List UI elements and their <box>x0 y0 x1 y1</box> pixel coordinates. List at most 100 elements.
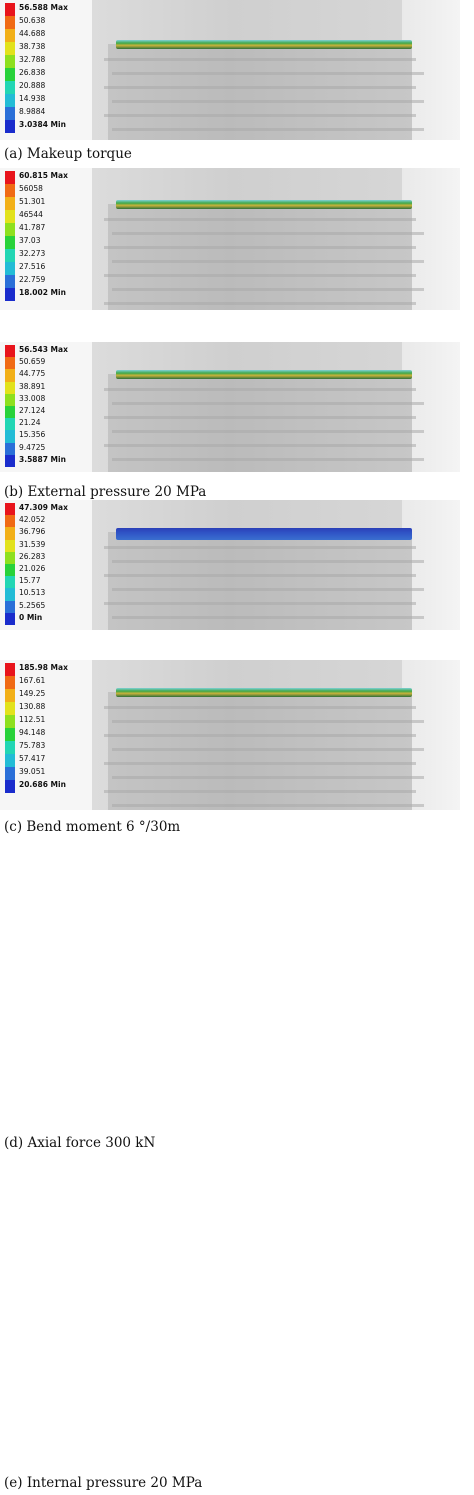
legend-swatch <box>5 741 15 754</box>
legend-swatch <box>5 29 15 42</box>
legend-value: 60.815 Max <box>19 171 68 180</box>
legend-value: 0 Min <box>19 612 43 622</box>
legend-entry: 22.759 <box>3 275 113 288</box>
legend-value: 15.77 <box>19 576 41 586</box>
legend-entry: 15.356 <box>3 430 113 443</box>
panel-caption: (e) Internal pressure 20 MPa <box>4 1475 203 1491</box>
legend-value: 27.516 <box>19 262 46 271</box>
legend-value: 3.0384 Min <box>19 120 66 129</box>
legend-entry: 130.88 <box>3 702 113 715</box>
legend-swatch <box>5 236 15 249</box>
legend-swatch <box>5 588 15 601</box>
legend-swatch <box>5 345 15 358</box>
legend-value: 185.98 Max <box>19 663 68 672</box>
legend-value: 56058 <box>19 184 43 193</box>
legend-swatch <box>5 171 15 184</box>
legend-value: 18.002 Min <box>19 288 66 297</box>
legend-swatch <box>5 754 15 767</box>
legend-value: 50.659 <box>19 357 46 367</box>
legend-entry: 9.4725 <box>3 442 113 455</box>
legend-value: 149.25 <box>19 689 46 698</box>
legend-entry: 185.98 Max <box>3 663 113 676</box>
legend-swatch <box>5 369 15 382</box>
stress-contour-image: 185.98 Max 167.61 149.25 130.88 112.51 94.148… <box>0 660 460 810</box>
legend-entry: 3.5887 Min <box>3 454 113 467</box>
legend-value: 14.938 <box>19 94 46 103</box>
legend-swatch <box>5 702 15 715</box>
color-legend: 56.543 Max 50.659 44.775 38.891 33.008 27.124… <box>3 345 113 467</box>
legend-swatch <box>5 3 15 16</box>
figure-panel: 185.98 Max 167.61 149.25 130.88 112.51 94.148… <box>0 660 474 1495</box>
legend-value: 38.738 <box>19 42 46 51</box>
legend-entry: 37.03 <box>3 236 113 249</box>
legend-value: 21.24 <box>19 418 41 428</box>
legend-entry: 112.51 <box>3 715 113 728</box>
legend-entry: 56.543 Max <box>3 345 113 358</box>
legend-value: 57.417 <box>19 754 46 763</box>
legend-swatch <box>5 405 15 419</box>
legend-entry: 38.738 <box>3 42 113 55</box>
legend-value: 27.124 <box>19 405 46 415</box>
legend-swatch <box>5 454 15 467</box>
legend-entry: 50.638 <box>3 16 113 29</box>
seal-stress-band <box>116 688 412 697</box>
seal-stress-band <box>116 370 412 379</box>
figure-panel: 56.588 Max 50.638 44.688 38.738 32.788 26.838… <box>0 0 474 166</box>
color-legend: 60.815 Max 56058 51.301 46544 41.787 37.03 32.… <box>3 171 113 301</box>
legend-value: 130.88 <box>19 702 46 711</box>
legend-value: 50.638 <box>19 16 46 25</box>
figure-panel: 56.543 Max 50.659 44.775 38.891 33.008 27.124… <box>0 342 474 839</box>
color-legend: 56.588 Max 50.638 44.688 38.738 32.788 26.838… <box>3 3 113 133</box>
legend-swatch <box>5 288 15 301</box>
legend-swatch <box>5 563 15 577</box>
panel-caption: (c) Bend moment 6 °/30m <box>4 819 181 835</box>
legend-entry: 56.588 Max <box>3 3 113 16</box>
legend-entry: 167.61 <box>3 676 113 689</box>
legend-swatch <box>5 539 15 552</box>
legend-entry: 8.9884 <box>3 107 113 120</box>
legend-value: 38.891 <box>19 381 46 391</box>
legend-swatch <box>5 42 15 55</box>
legend-swatch <box>5 689 15 702</box>
legend-value: 5.2565 <box>19 600 46 610</box>
legend-value: 8.9884 <box>19 107 46 116</box>
legend-value: 37.03 <box>19 236 41 245</box>
legend-entry: 44.775 <box>3 369 113 382</box>
legend-value: 26.838 <box>19 68 46 77</box>
legend-value: 32.273 <box>19 249 46 258</box>
legend-entry: 36.796 <box>3 527 113 540</box>
legend-value: 112.51 <box>19 715 46 724</box>
legend-entry: 26.838 <box>3 68 113 81</box>
legend-swatch <box>5 418 15 431</box>
legend-value: 46544 <box>19 210 43 219</box>
legend-swatch <box>5 184 15 197</box>
legend-value: 47.309 Max <box>19 503 68 512</box>
legend-entry: 0 Min <box>3 612 113 625</box>
legend-swatch <box>5 600 15 613</box>
legend-entry: 94.148 <box>3 728 113 741</box>
legend-entry: 149.25 <box>3 689 113 702</box>
legend-entry: 14.938 <box>3 94 113 107</box>
legend-swatch <box>5 780 15 793</box>
legend-entry: 47.309 Max <box>3 503 113 516</box>
legend-swatch <box>5 197 15 210</box>
legend-entry: 46544 <box>3 210 113 223</box>
stress-contour-image: 56.588 Max 50.638 44.688 38.738 32.788 26.838… <box>0 0 460 140</box>
legend-entry: 75.783 <box>3 741 113 754</box>
legend-value: 3.5887 Min <box>19 454 66 464</box>
legend-value: 42.052 <box>19 515 46 525</box>
legend-entry: 3.0384 Min <box>3 120 113 133</box>
legend-value: 39.051 <box>19 767 46 776</box>
legend-value: 33.008 <box>19 393 46 403</box>
legend-entry: 20.686 Min <box>3 780 113 793</box>
panel-caption: (b) External pressure 20 MPa <box>4 484 207 500</box>
legend-swatch <box>5 249 15 262</box>
legend-entry: 56058 <box>3 184 113 197</box>
stress-contour-image: 56.543 Max 50.659 44.775 38.891 33.008 27.124… <box>0 342 460 472</box>
legend-entry: 38.891 <box>3 381 113 394</box>
legend-swatch <box>5 576 15 589</box>
legend-value: 94.148 <box>19 728 46 737</box>
legend-swatch <box>5 715 15 728</box>
legend-swatch <box>5 728 15 741</box>
legend-swatch <box>5 262 15 275</box>
